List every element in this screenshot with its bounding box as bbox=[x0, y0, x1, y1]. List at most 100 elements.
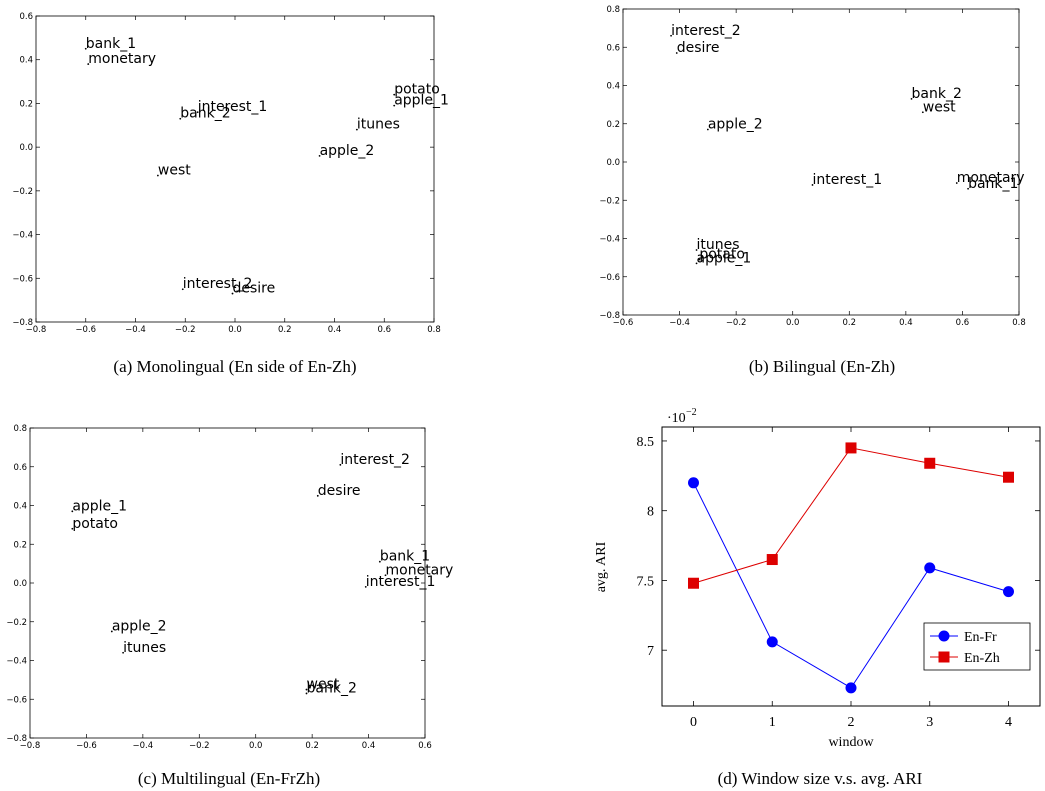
y-tick-label: 0.6 bbox=[606, 43, 620, 53]
data-point bbox=[384, 574, 387, 577]
x-tick-label: 3 bbox=[926, 715, 933, 730]
y-tick-label: 0.4 bbox=[606, 82, 620, 92]
point-label: itunes bbox=[357, 117, 400, 133]
y-tick-label: 0.0 bbox=[606, 158, 620, 168]
data-point bbox=[688, 477, 699, 489]
y-tick-label: 0.4 bbox=[19, 56, 33, 66]
data-point bbox=[695, 262, 698, 265]
y-tick-label: −0.4 bbox=[6, 657, 27, 667]
data-point bbox=[110, 630, 113, 633]
point-label: interest_1 bbox=[198, 99, 268, 115]
point-label: west bbox=[307, 677, 340, 693]
caption: (d) Window size v.s. avg. ARI bbox=[718, 769, 923, 788]
x-tick-label: −0.6 bbox=[76, 741, 97, 751]
x-tick-label: −0.2 bbox=[726, 318, 747, 328]
x-tick-label: 4 bbox=[1005, 715, 1012, 730]
x-tick-label: 0 bbox=[690, 715, 697, 730]
data-point bbox=[766, 636, 778, 648]
point-label: desire bbox=[318, 483, 361, 499]
data-point bbox=[675, 52, 678, 54]
data-point bbox=[318, 154, 321, 157]
panel-d-window-size: 0 1 2 3 4 7 7.5 8 8.5 ·10 −2 avg. ARI window En-Fr En-… bbox=[594, 407, 1041, 788]
point-label: apple_1 bbox=[394, 93, 449, 109]
data-point bbox=[706, 128, 709, 131]
y-tick-label: 8.5 bbox=[637, 435, 655, 450]
x-tick-label: 0.0 bbox=[249, 741, 263, 751]
caption: (c) Multilingual (En-FrZh) bbox=[138, 769, 320, 788]
data-point bbox=[393, 104, 396, 107]
data-point bbox=[305, 688, 308, 691]
data-point bbox=[955, 182, 958, 184]
data-point bbox=[670, 34, 672, 37]
data-point bbox=[355, 128, 358, 131]
legend-label: En-Zh bbox=[964, 651, 1000, 666]
x-tick-label: 0.2 bbox=[305, 741, 319, 751]
y-tick-label: 0.0 bbox=[19, 143, 33, 153]
x-tick-label: 0.4 bbox=[899, 318, 913, 328]
x-tick-label: 0.0 bbox=[786, 318, 800, 328]
x-tick-label: 0.6 bbox=[418, 741, 432, 751]
point-label: monetary bbox=[88, 51, 156, 67]
point-label: interest_2 bbox=[671, 23, 741, 39]
y-tick-label: −0.4 bbox=[12, 231, 33, 241]
x-tick-label: −0.6 bbox=[613, 318, 634, 328]
caption: (a) Monolingual (En side of En-Zh) bbox=[113, 357, 356, 376]
x-tick-label: −0.2 bbox=[175, 325, 196, 335]
x-tick-label: −0.8 bbox=[20, 741, 41, 751]
x-tick-label: 0.2 bbox=[843, 318, 857, 328]
data-point bbox=[196, 111, 199, 114]
y-tick-label: 0.6 bbox=[19, 12, 33, 22]
data-point bbox=[845, 682, 857, 694]
data-point bbox=[924, 562, 936, 574]
point-label: apple_2 bbox=[112, 618, 167, 634]
data-point bbox=[967, 187, 969, 190]
y-tick-label: −0.6 bbox=[12, 274, 33, 284]
x-tick-label: 0.6 bbox=[956, 318, 970, 328]
x-tick-label: −0.4 bbox=[669, 318, 690, 328]
point-label: apple_2 bbox=[708, 116, 763, 132]
y-tick-label: 0.2 bbox=[19, 99, 33, 109]
data-point bbox=[84, 47, 87, 50]
y-tick-label: −0.2 bbox=[599, 196, 620, 206]
y-tick-label: −0.8 bbox=[12, 318, 33, 328]
point-label: monetary bbox=[386, 562, 454, 578]
data-point bbox=[910, 97, 913, 100]
y-tick-label: 0.2 bbox=[606, 120, 620, 130]
y-tick-label: −0.6 bbox=[6, 695, 27, 705]
y-axis-label: avg. ARI bbox=[594, 541, 609, 592]
point-label: desire bbox=[677, 40, 720, 56]
data-point bbox=[231, 292, 234, 295]
point-label: desire bbox=[233, 281, 276, 297]
point-label: bank_2 bbox=[307, 680, 357, 696]
x-tick-label: −0.2 bbox=[189, 741, 210, 751]
point-label: west bbox=[923, 99, 956, 115]
point-label: bank_1 bbox=[86, 36, 136, 52]
data-point bbox=[811, 184, 814, 186]
x-tick-label: 0.4 bbox=[362, 741, 376, 751]
y-tick-label: −0.6 bbox=[599, 273, 620, 283]
data-point bbox=[1003, 586, 1014, 598]
data-point bbox=[393, 93, 396, 96]
caption: (b) Bilingual (En-Zh) bbox=[749, 357, 895, 376]
panel-c-multilingual: −0.8 −0.6 −0.4 −0.2 0.0 0.2 0.4 0.6 −0.8 −0.6 −0.4… bbox=[6, 424, 453, 788]
panel-b-bilingual: −0.6 −0.4 −0.2 0.0 0.2 0.4 0.6 0.8−0.8−0.6−0.4−… bbox=[599, 5, 1025, 376]
data-point bbox=[71, 510, 74, 513]
x-tick-label: 0.8 bbox=[1012, 318, 1026, 328]
point-label: potato bbox=[394, 82, 440, 98]
point-label: apple_1 bbox=[72, 498, 127, 514]
x-tick-label: 0.4 bbox=[328, 325, 342, 335]
x-tick-label: 2 bbox=[848, 715, 855, 730]
point-label: interest_2 bbox=[340, 452, 410, 468]
y-tick-label: −0.4 bbox=[599, 235, 620, 245]
x-tick-label: 1 bbox=[769, 715, 776, 730]
data-point bbox=[845, 442, 857, 454]
y-tick-label: −0.8 bbox=[6, 734, 27, 744]
data-point bbox=[924, 457, 936, 469]
data-point bbox=[364, 585, 367, 588]
y-tick-label: −0.2 bbox=[12, 187, 33, 197]
data-point bbox=[156, 174, 159, 177]
point-label: interest_1 bbox=[366, 574, 436, 590]
point-label: bank_1 bbox=[968, 176, 1018, 192]
data-point bbox=[688, 577, 699, 589]
data-point bbox=[179, 117, 182, 120]
